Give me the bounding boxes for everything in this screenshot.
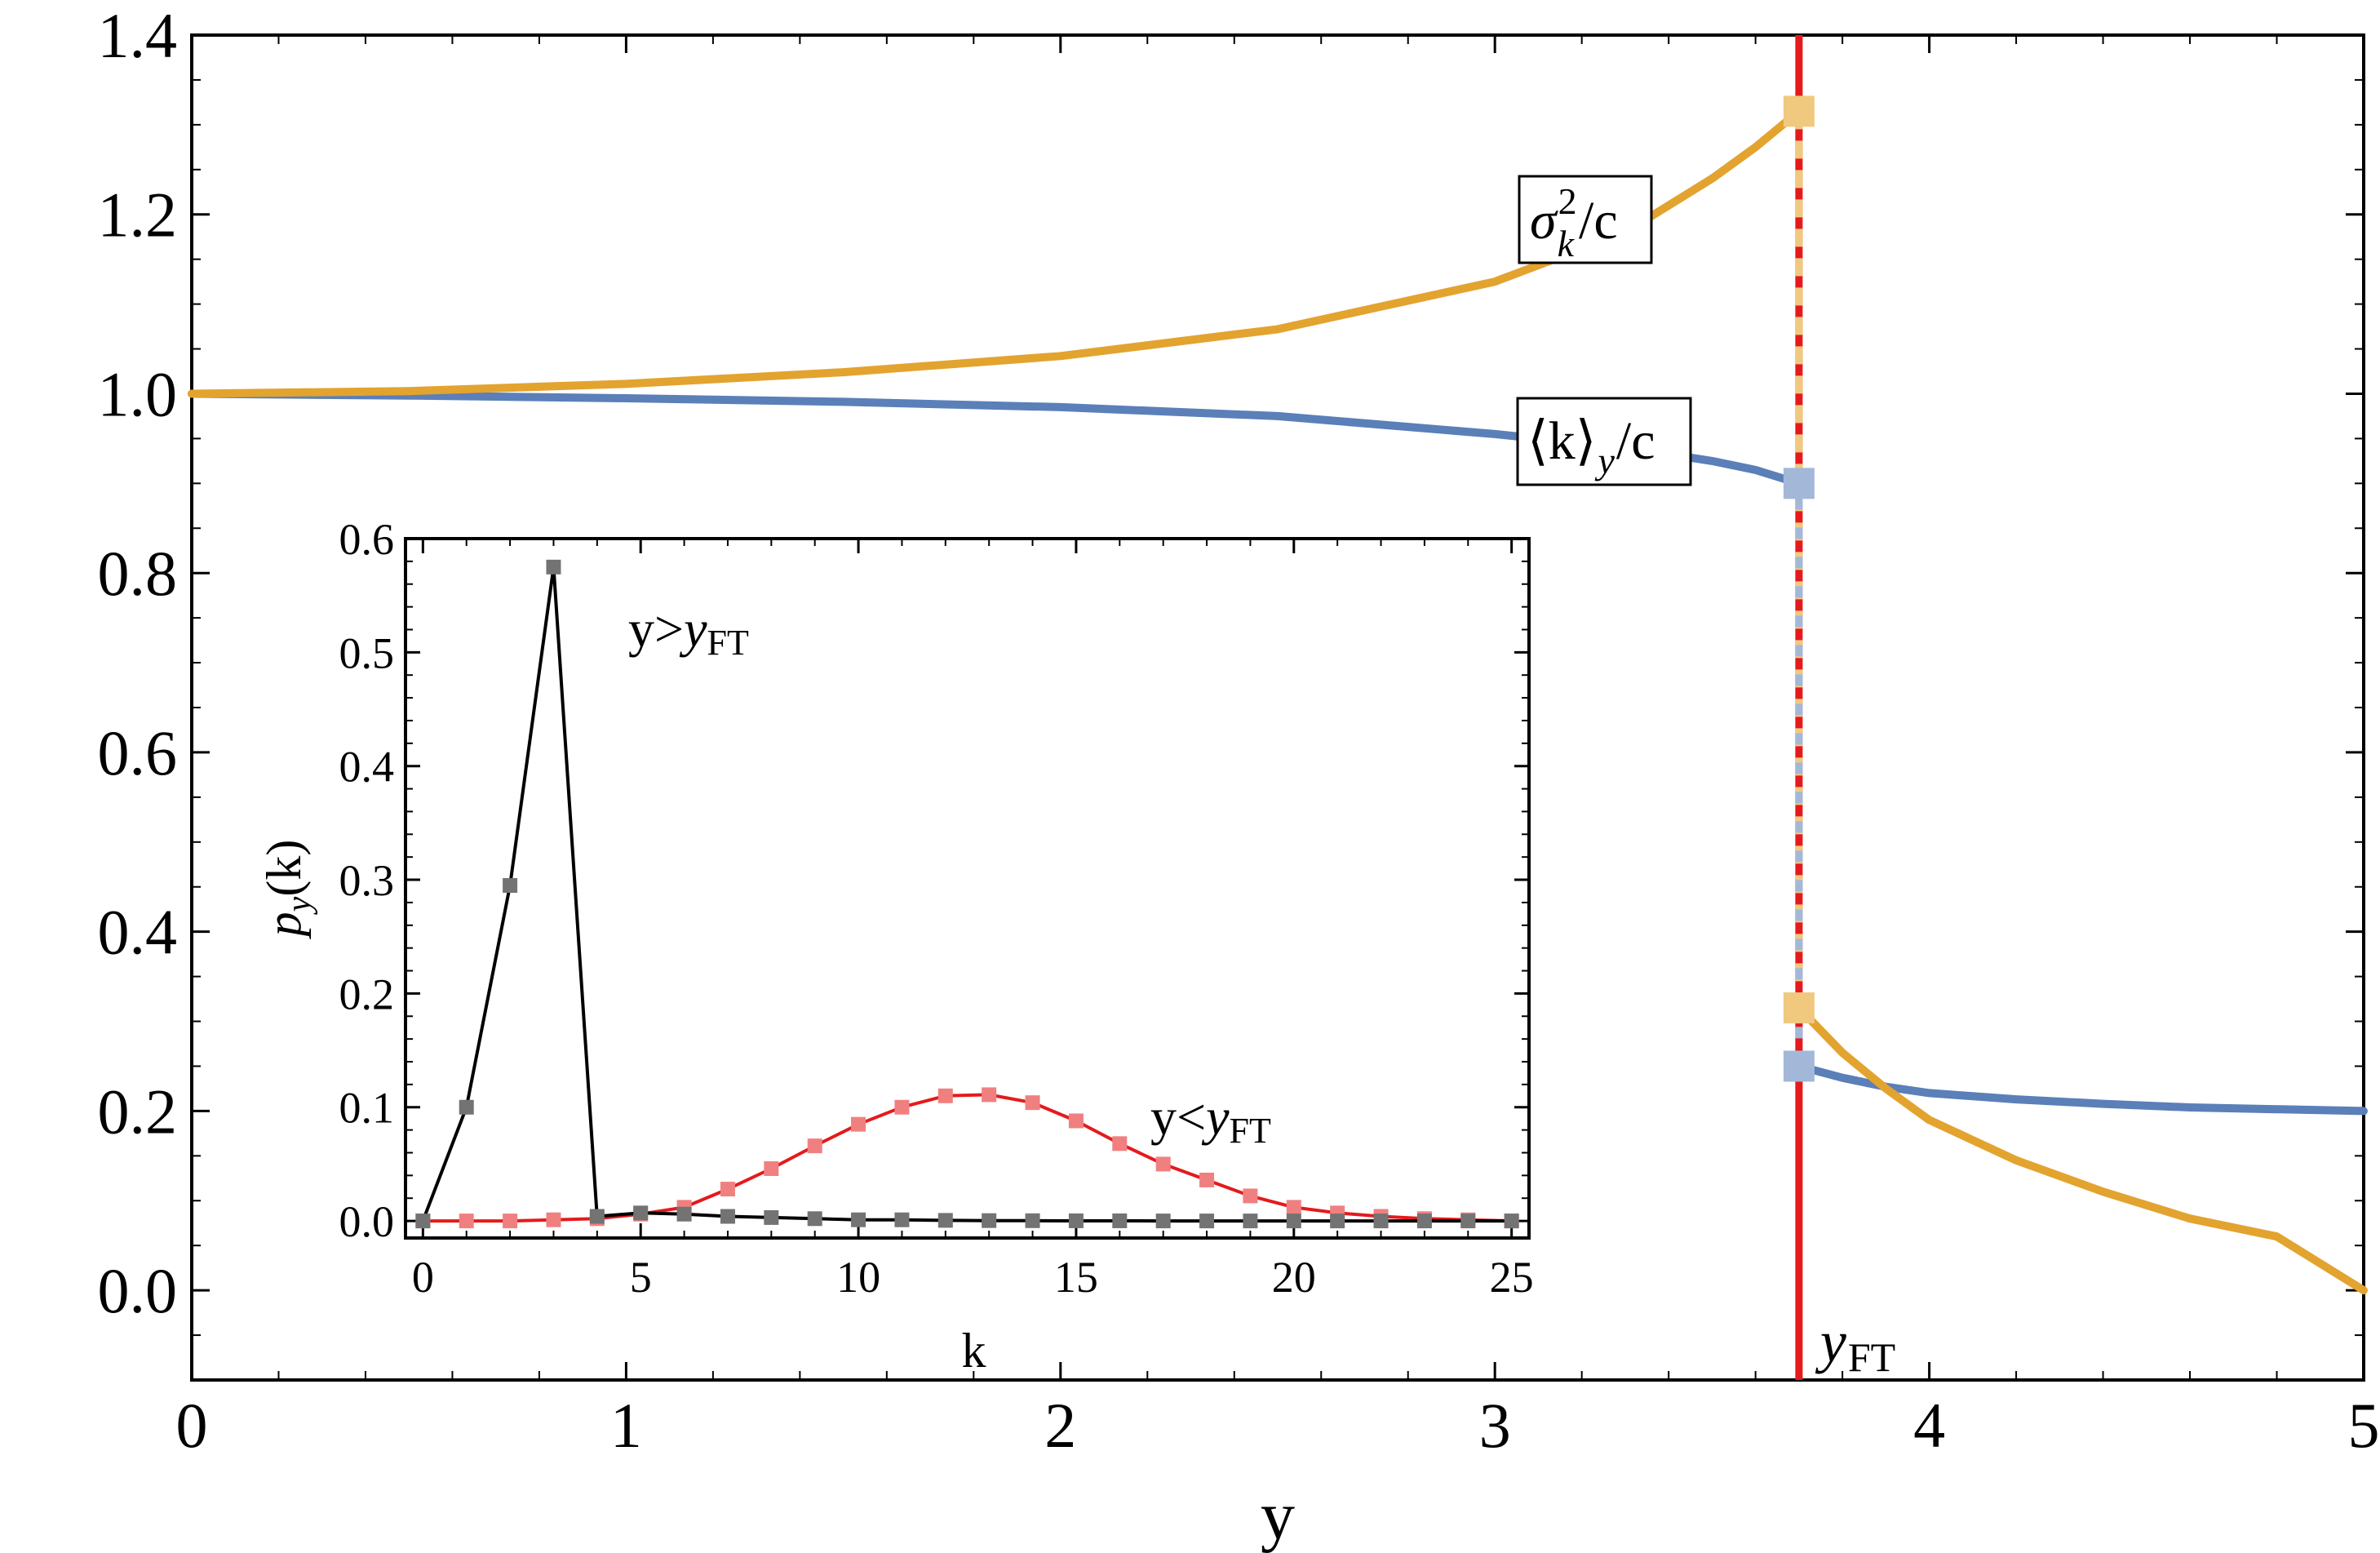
inset-red-point bbox=[982, 1087, 997, 1103]
sigma-label-box bbox=[1518, 175, 1653, 264]
inset-red-point bbox=[1155, 1156, 1171, 1172]
sigma-label: σ2 k/c bbox=[1518, 175, 1653, 264]
sigma-k-marker bbox=[1783, 95, 1815, 127]
inset-black-point bbox=[937, 1213, 953, 1228]
inset-black-point bbox=[1286, 1214, 1301, 1229]
inset-y-tick-label: 0.3 bbox=[339, 856, 395, 905]
inset-red-point bbox=[1243, 1188, 1258, 1204]
sigma-k-curve-branch1 bbox=[188, 107, 1803, 398]
inset-black-point bbox=[1112, 1213, 1128, 1228]
inset-red-point bbox=[1199, 1172, 1215, 1187]
inset-black-point bbox=[589, 1209, 605, 1224]
main-plot: 0 1 2 3 4 5 0.0 0.2 0.4 0.6 0.8 1.0 1.2 1.4 y bbox=[98, 0, 2380, 1553]
inset-x-tick-label: 25 bbox=[1490, 1253, 1534, 1302]
x-tick-label: 2 bbox=[1044, 1390, 1076, 1461]
sigma-k-marker bbox=[1783, 992, 1815, 1024]
inset-black-point bbox=[1460, 1214, 1476, 1229]
x-tick-label: 4 bbox=[1913, 1390, 1945, 1461]
inset-red-point bbox=[894, 1099, 910, 1115]
y-tick-label: 0.6 bbox=[98, 717, 178, 788]
inset-black-point bbox=[764, 1209, 779, 1225]
y-tick-label: 1.2 bbox=[98, 180, 178, 251]
y-tick-label: 1.4 bbox=[98, 0, 178, 71]
inset-black-point bbox=[982, 1213, 997, 1228]
inset-black-point bbox=[459, 1099, 474, 1115]
inset-red-point bbox=[503, 1214, 518, 1229]
y-tick-label: 1.0 bbox=[98, 358, 178, 429]
inset-black-point bbox=[1155, 1214, 1171, 1229]
inset-black-point bbox=[720, 1209, 735, 1224]
inset-red-point bbox=[546, 1212, 561, 1227]
inset-red-point bbox=[1025, 1095, 1040, 1111]
inset-red-point bbox=[1286, 1200, 1301, 1215]
inset-black-point bbox=[1373, 1214, 1389, 1229]
inset-frame bbox=[404, 537, 1531, 1240]
y-tick-label: 0.8 bbox=[98, 538, 178, 609]
inset-x-tick-label: 10 bbox=[836, 1253, 880, 1302]
inset-black-point bbox=[1416, 1214, 1432, 1229]
mean-k-marker bbox=[1783, 468, 1815, 499]
inset-label-above: y>yFT bbox=[628, 600, 749, 663]
mean-label-text: ⟨k⟩y/c bbox=[1527, 411, 1655, 481]
inset-black-point bbox=[503, 878, 518, 894]
inset-x-tick-label: 0 bbox=[412, 1253, 434, 1302]
inset-black-point bbox=[894, 1212, 910, 1227]
inset-black-point bbox=[1243, 1214, 1258, 1229]
inset-black-point bbox=[851, 1212, 866, 1227]
mean-label: ⟨k⟩y/c bbox=[1516, 397, 1692, 486]
x-tick-label: 5 bbox=[2348, 1390, 2380, 1461]
inset-y-tick-label: 0.5 bbox=[339, 628, 395, 677]
inset-x-tick-label: 5 bbox=[630, 1253, 652, 1302]
y-tick-label: 0.4 bbox=[98, 897, 178, 968]
x-tick-label: 0 bbox=[176, 1390, 208, 1461]
inset-black-point bbox=[1504, 1214, 1519, 1229]
x-tick-label: 1 bbox=[610, 1390, 642, 1461]
inset-x-tick-label: 15 bbox=[1054, 1253, 1098, 1302]
inset-black-point bbox=[633, 1205, 649, 1221]
inset-y-tick-label: 0.6 bbox=[339, 515, 395, 564]
y-tick-label: 0.0 bbox=[98, 1255, 178, 1326]
inset-red-point bbox=[1068, 1113, 1084, 1129]
inset-label-below: y<yFT bbox=[1150, 1088, 1271, 1151]
inset-black-point bbox=[1199, 1214, 1215, 1229]
sigma-label-text: σ2 k/c bbox=[1530, 180, 1618, 264]
sigma-k-curve-branch2 bbox=[1794, 1004, 2368, 1295]
mean-k-curve-branch2 bbox=[1794, 1062, 2368, 1116]
inset-red-point bbox=[937, 1088, 953, 1103]
inset-black-point bbox=[415, 1214, 431, 1229]
inset-y-axis-title: py(k) bbox=[257, 840, 318, 940]
inset-x-axis-title: k bbox=[962, 1324, 986, 1378]
inset-y-tick-label: 0.1 bbox=[339, 1084, 395, 1133]
transition-label: yFT bbox=[1815, 1309, 1895, 1380]
inset-black-point bbox=[807, 1211, 822, 1227]
inset-black-point bbox=[1068, 1213, 1084, 1228]
inset-x-tick-label: 20 bbox=[1272, 1253, 1316, 1302]
y-tick-label: 0.2 bbox=[98, 1076, 178, 1147]
inset-black-point bbox=[676, 1206, 692, 1222]
x-tick-label: 3 bbox=[1479, 1390, 1511, 1461]
inset-black-point bbox=[546, 559, 561, 575]
inset-y-tick-label: 0.2 bbox=[339, 970, 395, 1018]
inset-black-point bbox=[1330, 1214, 1345, 1229]
x-axis-title: y bbox=[1261, 1478, 1295, 1553]
inset-y-tick-label: 0.4 bbox=[339, 743, 395, 792]
mean-k-marker bbox=[1783, 1050, 1815, 1082]
inset-red-point bbox=[807, 1138, 822, 1154]
inset-red-point bbox=[764, 1160, 779, 1176]
inset-red-point bbox=[1112, 1136, 1128, 1151]
main-labels: σ2 k/c ⟨k⟩y/c yFT bbox=[1516, 175, 1895, 1380]
inset-y-tick-label: 0.0 bbox=[339, 1197, 395, 1246]
mean-label-box bbox=[1516, 397, 1692, 486]
inset-red-point bbox=[459, 1214, 474, 1229]
mean-k-curve-branch1 bbox=[188, 389, 1803, 488]
inset-red-point bbox=[720, 1182, 735, 1197]
inset-red-point bbox=[851, 1116, 866, 1132]
inset-plot: 0 5 10 15 20 25 0.0 0.1 0.2 0.3 0.4 0.5 0.6 k py(k) y>y… bbox=[257, 515, 1534, 1378]
inset-black-point bbox=[1025, 1213, 1040, 1228]
